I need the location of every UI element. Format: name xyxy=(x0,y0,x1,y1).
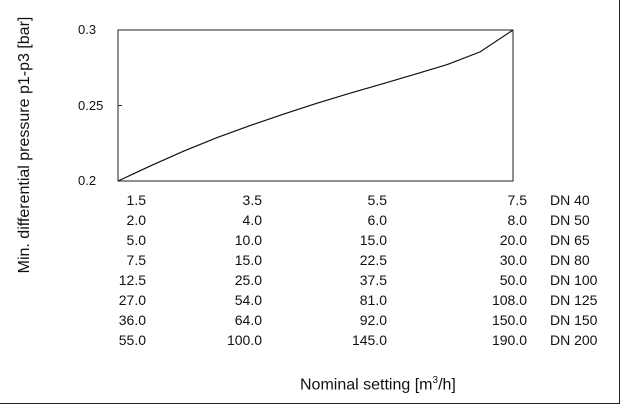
y-ticks xyxy=(118,29,122,182)
y-tick-label: 0.2 xyxy=(78,173,97,188)
x-tick-label: 150.0 xyxy=(491,312,527,328)
x-axis-label-superscript: 3 xyxy=(432,375,439,386)
x-tick-label: 8.0 xyxy=(507,212,527,228)
dn-size-label: DN 65 xyxy=(550,232,590,248)
x-tick-label: 92.0 xyxy=(359,312,387,328)
dn-size-label: DN 150 xyxy=(550,312,598,328)
x-tick-label: 145.0 xyxy=(351,332,387,348)
plot-border xyxy=(117,29,514,182)
y-tick-label: 0.3 xyxy=(78,22,97,37)
x-tick-label: 81.0 xyxy=(359,292,387,308)
x-tick-label: 3.5 xyxy=(242,192,262,208)
x-tick-label: 5.5 xyxy=(367,192,387,208)
x-tick-label: 100.0 xyxy=(226,332,262,348)
x-tick-label: 27.0 xyxy=(118,292,146,308)
dn-size-label: DN 200 xyxy=(550,332,598,348)
x-tick-label: 36.0 xyxy=(118,312,146,328)
series-line xyxy=(117,29,514,182)
dn-size-label: DN 80 xyxy=(550,252,590,268)
x-tick-label: 4.0 xyxy=(242,212,262,228)
x-tick-label: 5.0 xyxy=(126,232,146,248)
dn-size-label: DN 50 xyxy=(550,212,590,228)
x-tick-label: 15.0 xyxy=(234,252,262,268)
dn-size-label: DN 125 xyxy=(550,292,598,308)
x-tick-label: 64.0 xyxy=(234,312,262,328)
x-tick-label: 1.5 xyxy=(126,192,146,208)
x-tick-label: 190.0 xyxy=(491,332,527,348)
x-tick-label: 7.5 xyxy=(126,252,146,268)
x-tick-label: 7.5 xyxy=(507,192,527,208)
x-tick-label: 20.0 xyxy=(499,232,527,248)
dn-size-label: DN 40 xyxy=(550,192,590,208)
x-axis-label: Nominal setting [m3/h] xyxy=(300,375,456,394)
x-tick-label: 37.5 xyxy=(359,272,387,288)
x-tick-label: 30.0 xyxy=(499,252,527,268)
x-axis-label-prefix: Nominal setting [m xyxy=(300,376,433,394)
x-tick-label: 50.0 xyxy=(499,272,527,288)
x-tick-label: 15.0 xyxy=(359,232,387,248)
x-tick-label: 22.5 xyxy=(359,252,387,268)
x-axis-label-suffix: /h] xyxy=(438,376,456,394)
x-tick-label: 12.5 xyxy=(118,272,146,288)
x-tick-label: 10.0 xyxy=(234,232,262,248)
y-tick-label: 0.25 xyxy=(78,97,104,113)
x-tick-label: 55.0 xyxy=(118,332,146,348)
x-tick-label: 108.0 xyxy=(491,292,527,308)
x-tick-label: 25.0 xyxy=(234,272,262,288)
x-tick-label: 2.0 xyxy=(126,212,146,228)
dn-size-label: DN 100 xyxy=(550,272,598,288)
x-tick-label: 54.0 xyxy=(234,292,262,308)
x-tick-label: 6.0 xyxy=(367,212,387,228)
